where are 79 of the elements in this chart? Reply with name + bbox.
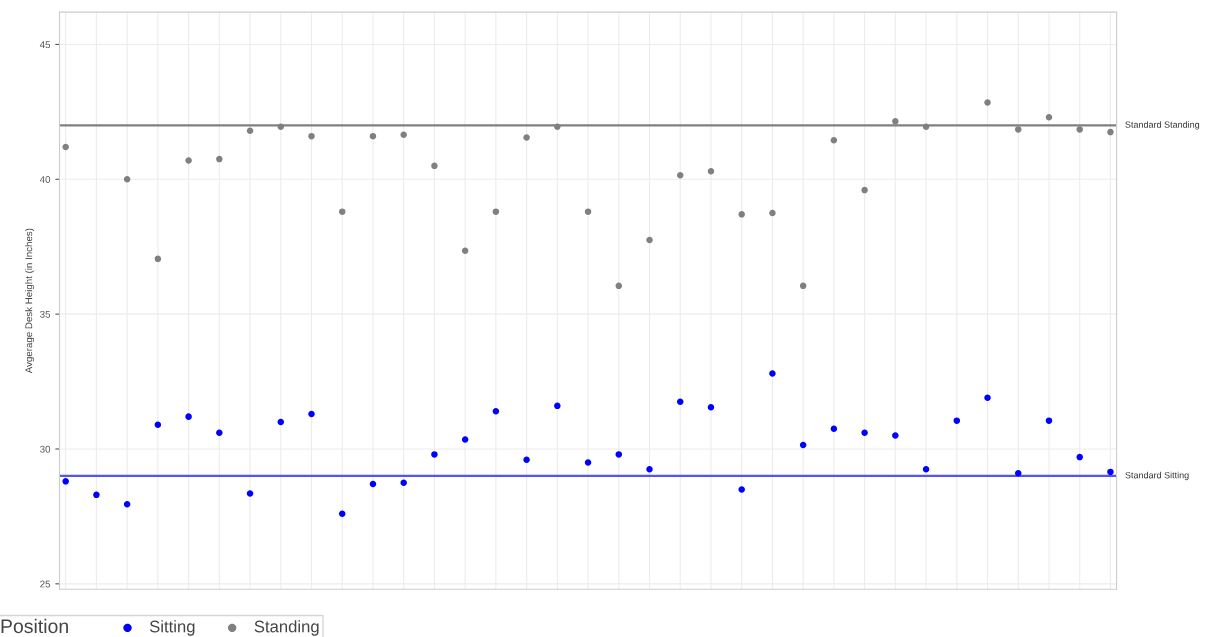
point — [400, 131, 407, 139]
point — [338, 510, 346, 517]
point — [738, 486, 745, 493]
point — [799, 441, 807, 449]
point — [338, 208, 346, 215]
point — [1107, 468, 1114, 476]
point — [461, 436, 469, 443]
point — [615, 451, 623, 458]
point — [861, 429, 868, 437]
point — [1045, 114, 1053, 121]
point — [1107, 128, 1114, 136]
point — [646, 465, 653, 473]
point — [308, 132, 315, 140]
point — [892, 432, 899, 439]
point — [892, 118, 899, 125]
point — [676, 398, 684, 406]
point — [123, 176, 131, 183]
point — [216, 155, 223, 163]
point — [799, 282, 807, 290]
point — [492, 208, 500, 215]
point — [62, 478, 69, 485]
point — [707, 167, 715, 175]
point — [984, 99, 991, 106]
point — [1076, 126, 1083, 133]
point — [492, 407, 500, 415]
legend-title: Position — [1, 618, 68, 634]
point — [246, 490, 254, 497]
point — [431, 451, 438, 458]
point — [431, 162, 438, 170]
point — [277, 418, 285, 426]
legend-label: Standing — [254, 620, 319, 636]
point — [308, 410, 315, 418]
point — [584, 459, 592, 466]
ref-line-label: Standard Standing — [1125, 121, 1200, 130]
point — [1076, 453, 1083, 461]
point — [185, 157, 192, 164]
point — [400, 479, 407, 486]
y-tick-label: 25 — [40, 580, 51, 588]
point — [1045, 417, 1053, 424]
legend-label: Sitting — [149, 620, 195, 636]
point — [769, 209, 776, 217]
y-tick-label: 35 — [40, 310, 51, 318]
point — [154, 255, 162, 263]
point — [584, 208, 592, 215]
point — [523, 134, 530, 141]
y-tick-label: 40 — [39, 176, 51, 183]
point — [738, 211, 745, 218]
point — [93, 491, 100, 499]
point — [62, 143, 69, 151]
point — [830, 136, 838, 144]
point — [154, 421, 162, 428]
point — [922, 123, 930, 130]
point — [277, 123, 285, 130]
point — [369, 132, 377, 140]
point — [615, 282, 623, 290]
point — [461, 247, 469, 255]
point — [554, 402, 561, 410]
y-axis-title: Avgerage Desk Height (in Inches) — [25, 228, 35, 374]
point — [185, 413, 192, 420]
point — [861, 186, 868, 194]
y-tick-label: 30 — [40, 445, 51, 453]
point — [707, 403, 715, 411]
point — [554, 123, 561, 130]
point — [676, 172, 684, 179]
point — [123, 501, 131, 508]
point — [1015, 126, 1022, 133]
point — [646, 236, 653, 244]
point — [830, 425, 838, 433]
point — [984, 394, 991, 402]
point — [246, 127, 254, 135]
point — [922, 465, 930, 473]
point — [216, 429, 223, 437]
ref-line-label: Standard Sitting — [1125, 471, 1189, 481]
point — [523, 456, 530, 464]
y-tick-label: 45 — [39, 41, 51, 49]
point — [769, 370, 776, 377]
point — [1015, 470, 1022, 477]
point — [953, 417, 961, 424]
point — [369, 480, 377, 488]
